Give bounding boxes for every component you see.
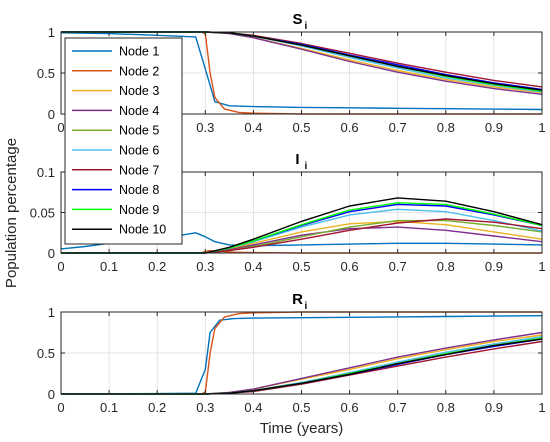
y-tick-label: 1: [48, 305, 55, 320]
x-tick-label: 0.6: [341, 120, 359, 135]
subplot-3: 0 0.1 0.2 0.3 0.4 0.5 0.6 0.7 0.8 0.9 1 0 0.5 1 R i Time…: [37, 291, 546, 437]
legend-entry: Node 9: [72, 203, 159, 217]
subplot-title: I: [295, 151, 299, 168]
x-tick-label: 0.3: [196, 120, 214, 135]
x-tick-label: 0.7: [389, 400, 407, 415]
y-tick-label: 0: [48, 387, 55, 402]
y-tick-label: 0.5: [37, 66, 55, 81]
x-tick-label: 0.4: [244, 400, 262, 415]
x-tick-label: 0.2: [148, 400, 166, 415]
x-tick-label: 0.7: [389, 120, 407, 135]
legend-entry: Node 8: [72, 183, 159, 197]
legend-entry: Node 10: [72, 223, 166, 237]
y-tick-label: 0.5: [37, 346, 55, 361]
x-tick-label: 0.5: [292, 120, 310, 135]
x-tick-label: 0.2: [148, 259, 166, 274]
legend-label: Node 8: [119, 183, 159, 197]
series-line-node-10: [61, 197, 543, 254]
x-tick-label: 0.1: [100, 400, 118, 415]
series-line-node-1: [60, 32, 543, 111]
legend-label: Node 7: [119, 163, 159, 177]
x-tick-label: 0.1: [100, 259, 118, 274]
subplot-title: R: [292, 291, 303, 308]
x-tick-label: 0: [57, 120, 64, 135]
y-tick-label: 0.1: [37, 165, 55, 180]
legend-entry: Node 5: [72, 124, 159, 138]
subplot-title-subscript: i: [305, 161, 308, 172]
x-tick-label: 0.3: [196, 400, 214, 415]
x-axis-label: Time (years): [260, 420, 344, 437]
legend-entry: Node 3: [72, 84, 159, 98]
x-tick-label: 0.6: [341, 400, 359, 415]
legend-label: Node 2: [119, 64, 159, 78]
x-tick-label: 0.8: [437, 400, 455, 415]
legend-label: Node 3: [119, 84, 159, 98]
x-tick-label: 0.9: [485, 259, 503, 274]
x-tick-label: 0.9: [485, 120, 503, 135]
x-tick-label: 0.5: [292, 400, 310, 415]
legend-entry: Node 4: [72, 104, 159, 118]
x-tick-label: 0: [57, 400, 64, 415]
x-tick-label: 0.8: [437, 259, 455, 274]
x-tick-label: 1: [538, 120, 545, 135]
x-tick-label: 1: [538, 400, 545, 415]
legend-entry: Node 7: [72, 163, 159, 177]
x-tick-label: 0.3: [196, 259, 214, 274]
x-tick-label: 0.8: [437, 120, 455, 135]
x-tick-label: 1: [538, 259, 545, 274]
y-tick-label: 0.05: [30, 206, 55, 221]
x-tick-label: 0: [57, 259, 64, 274]
x-tick-label: 0.4: [244, 120, 262, 135]
legend-label: Node 1: [119, 45, 159, 59]
x-tick-label: 0.7: [389, 259, 407, 274]
legend-label: Node 5: [119, 124, 159, 138]
x-tick-label: 0.9: [485, 400, 503, 415]
legend-label: Node 6: [119, 144, 159, 158]
y-tick-label: 0: [48, 246, 55, 261]
legend-label: Node 9: [119, 203, 159, 217]
legend-entry: Node 2: [72, 64, 159, 78]
y-tick-label: 1: [48, 25, 55, 40]
x-tick-label: 0.5: [292, 259, 310, 274]
legend-label: Node 4: [119, 104, 159, 118]
legend-label: Node 10: [119, 223, 166, 237]
subplot-2: 0 0.1 0.2 0.3 0.4 0.5 0.6 0.7 0.8 0.9 1 0 0.05 0.1 I i P…: [3, 138, 546, 288]
legend-entry: Node 6: [72, 144, 159, 158]
y-axis-label: Population percentage: [3, 138, 20, 288]
series-line-node-1: [60, 315, 543, 395]
legend-entry: Node 1: [72, 45, 159, 59]
subplot-title: S: [292, 11, 302, 28]
legend: Node 1 Node 2 Node 3 Node 4 Node 5 Node 6 Node…: [64, 37, 183, 245]
series-line-node-7: [61, 218, 543, 254]
x-tick-label: 0.6: [341, 259, 359, 274]
x-tick-label: 0.4: [244, 259, 262, 274]
y-tick-label: 0: [48, 107, 55, 122]
subplot-title-subscript: i: [305, 21, 308, 32]
subplot-title-subscript: i: [305, 301, 308, 312]
